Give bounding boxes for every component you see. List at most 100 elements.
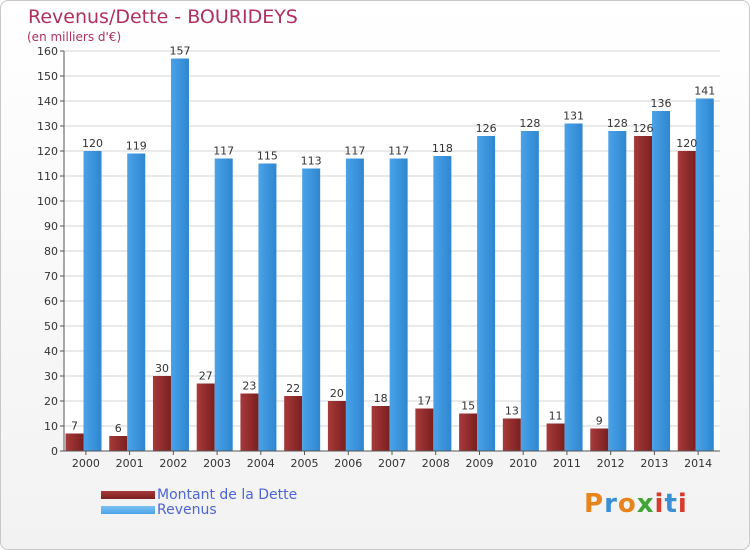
y-tick-label: 0	[51, 445, 58, 458]
data-label-revenus: 115	[257, 150, 278, 163]
bar-dette	[371, 406, 390, 451]
bar-revenus	[170, 58, 189, 451]
bar-revenus	[302, 168, 321, 451]
data-label-dette: 20	[330, 387, 344, 400]
proxiti-logo: Proxiti	[584, 489, 688, 519]
bar-revenus	[433, 156, 452, 451]
bars	[65, 58, 714, 451]
data-label-dette: 126	[633, 122, 654, 135]
data-label-revenus: 117	[213, 145, 234, 158]
bar-dette	[634, 136, 653, 451]
y-tick-label: 140	[37, 95, 58, 108]
data-label-revenus: 128	[607, 117, 628, 130]
y-tick-label: 130	[37, 120, 58, 133]
data-label-revenus: 128	[519, 117, 540, 130]
y-tick-label: 100	[37, 195, 58, 208]
data-label-dette: 13	[505, 405, 519, 418]
data-label-revenus: 119	[126, 140, 147, 153]
x-tick-label: 2011	[553, 457, 581, 470]
bar-revenus	[258, 163, 277, 451]
bar-revenus	[608, 131, 627, 451]
data-label-revenus: 131	[563, 110, 584, 123]
bar-revenus	[520, 131, 539, 451]
bar-dette	[284, 396, 303, 451]
x-tick-label: 2004	[247, 457, 275, 470]
x-tick-label: 2005	[291, 457, 319, 470]
bar-dette	[459, 413, 478, 451]
bar-revenus	[652, 111, 671, 451]
bar-dette	[109, 436, 128, 451]
bar-revenus	[477, 136, 496, 451]
bar-dette	[415, 408, 434, 451]
x-tick-label: 2001	[116, 457, 144, 470]
logo-letter: r	[604, 489, 618, 519]
bar-revenus	[127, 153, 146, 451]
bar-revenus	[695, 98, 714, 451]
data-label-dette: 15	[461, 400, 475, 413]
data-label-dette: 27	[199, 370, 213, 383]
x-tick-label: 2014	[684, 457, 712, 470]
legend-label-revenus: Revenus	[157, 501, 217, 518]
data-labels: 7120611930157271172311522113201171811717…	[71, 45, 715, 436]
data-label-dette: 11	[549, 410, 563, 423]
bar-dette	[327, 401, 346, 451]
legend-item-dette: Montant de la Dette	[101, 486, 298, 503]
logo-letter: o	[617, 489, 637, 519]
y-tick-label: 80	[44, 245, 58, 258]
bar-dette	[240, 393, 259, 451]
data-label-revenus: 113	[301, 155, 322, 168]
x-tick-label: 2013	[640, 457, 668, 470]
y-tick-label: 60	[44, 295, 58, 308]
y-tick-label: 50	[44, 320, 58, 333]
logo-letter: x	[636, 489, 655, 519]
bar-dette	[677, 151, 696, 451]
bar-dette	[65, 433, 84, 451]
data-label-revenus: 117	[388, 145, 409, 158]
legend: Montant de la Dette Revenus	[101, 486, 298, 518]
logo-letter: i	[654, 489, 665, 519]
bar-dette	[546, 423, 565, 451]
y-tick-label: 110	[37, 170, 58, 183]
bar-revenus	[83, 151, 102, 451]
x-tick-label: 2008	[422, 457, 450, 470]
data-label-dette: 6	[115, 422, 122, 435]
y-tick-label: 150	[37, 70, 58, 83]
legend-label-dette: Montant de la Dette	[157, 486, 298, 503]
y-tick-label: 30	[44, 370, 58, 383]
bar-revenus	[389, 158, 408, 451]
bar-dette	[590, 428, 609, 451]
y-tick-label: 90	[44, 220, 58, 233]
data-label-dette: 7	[71, 420, 78, 433]
chart-subtitle: (en milliers d'€)	[27, 30, 122, 44]
x-tick-label: 2003	[203, 457, 231, 470]
data-label-revenus: 141	[694, 85, 715, 98]
bar-revenus	[214, 158, 233, 451]
bar-dette	[502, 418, 521, 451]
data-label-revenus: 136	[651, 97, 672, 110]
y-tick-label: 120	[37, 145, 58, 158]
x-tick-label: 2000	[72, 457, 100, 470]
data-label-dette: 22	[286, 382, 300, 395]
x-tick-label: 2012	[597, 457, 625, 470]
chart-title: Revenus/Dette - BOURIDEYS	[28, 6, 298, 28]
x-tick-label: 2002	[159, 457, 187, 470]
axes: 0 10 20 30 40 50 60 70 80 90 100 110 120 130 140 150 160…	[37, 45, 720, 470]
y-tick-label: 70	[44, 270, 58, 283]
y-tick-label: 160	[37, 45, 58, 58]
bar-dette	[196, 383, 215, 451]
bar-revenus	[345, 158, 364, 451]
data-label-dette: 9	[596, 415, 603, 428]
y-tick-label: 20	[44, 395, 58, 408]
legend-swatch-dette	[101, 490, 155, 499]
data-label-revenus: 118	[432, 142, 453, 155]
x-tick-label: 2006	[334, 457, 362, 470]
logo-letter: i	[677, 489, 688, 519]
data-label-dette: 17	[417, 395, 431, 408]
data-label-revenus: 126	[476, 122, 497, 135]
logo-letter: P	[584, 489, 605, 519]
data-label-dette: 30	[155, 362, 169, 375]
data-label-dette: 120	[676, 137, 697, 150]
x-tick-label: 2007	[378, 457, 406, 470]
